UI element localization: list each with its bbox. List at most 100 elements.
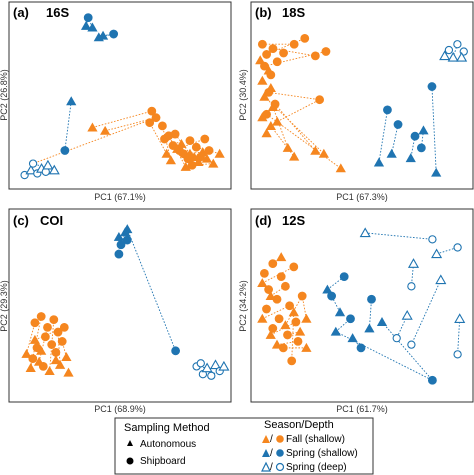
panel-b-point-7	[289, 39, 299, 49]
legend-fall-separator: /	[270, 434, 273, 445]
panel-a-title: 16S	[46, 5, 69, 20]
panel-c-point-15	[30, 318, 40, 328]
panel-b-point-2	[268, 44, 278, 53]
panel-c-point-28	[21, 348, 32, 358]
panel-a-point-27	[191, 142, 201, 152]
panel-a-point-13	[42, 159, 54, 170]
panel-d-point-21	[271, 339, 283, 349]
panel-c-point-16	[36, 312, 46, 321]
panel-d-xlabel: PC1 (61.7%)	[336, 404, 388, 414]
panel-b-link-6	[266, 113, 342, 169]
panel-a-point-31	[170, 129, 180, 139]
panel-b-point-26	[289, 151, 300, 161]
panel-c-title: COI	[40, 213, 63, 228]
panel-a-points	[20, 13, 225, 180]
panel-c-link-3	[126, 228, 177, 351]
legend-method-autonomous: Autonomous	[127, 439, 196, 450]
panel-c-point-37	[63, 367, 74, 377]
panel-d-point-31	[367, 294, 376, 304]
panel-a-link-11	[105, 117, 157, 132]
panel-b-point-21	[257, 112, 268, 122]
panel-c-point-14	[196, 359, 205, 368]
panel-c-point-32	[54, 359, 66, 369]
panel-c-point-13	[218, 360, 230, 371]
panel-c-point-0	[113, 231, 125, 241]
panel-a-xlabel: PC1 (67.1%)	[94, 192, 146, 202]
panel-c-point-3	[114, 249, 124, 259]
panel-b-point-31	[393, 120, 403, 129]
panel-b-point-36	[386, 148, 397, 158]
panel-a-point-30	[204, 146, 214, 155]
panel-b-point-19	[259, 91, 270, 101]
panel-b-link-11	[378, 109, 388, 163]
panel-a-point-6	[66, 96, 77, 106]
panel-a-ylabel: PC2 (26.8%)	[0, 69, 9, 121]
panel-a-point-18	[145, 118, 155, 127]
panel-d-point-33	[427, 375, 437, 385]
panel-a-point-33	[87, 122, 98, 132]
panel-b-point-9	[310, 51, 320, 61]
panel-a-point-46	[184, 148, 196, 158]
panel-d-points	[257, 227, 466, 385]
panel-d-point-46	[428, 235, 437, 244]
legend-spring-deep-triangle	[261, 461, 271, 472]
panel-d-point-16	[289, 262, 299, 272]
panel-d-frame	[250, 208, 474, 403]
panel-d-point-10	[283, 330, 292, 340]
panel-b-point-43	[439, 50, 451, 61]
legend-spring-deep-label: Spring (deep)	[286, 462, 347, 473]
panel-b-link-5	[274, 103, 316, 152]
panel-d-point-38	[364, 323, 375, 333]
panel-b-point-29	[318, 148, 329, 158]
legend-season-spring-shallow: / Spring (shallow)	[262, 448, 358, 459]
panel-b-point-17	[257, 75, 268, 85]
panel-c-point-10	[207, 371, 216, 380]
panel-b-point-30	[383, 105, 392, 115]
panel-c-point-9	[201, 362, 213, 373]
panel-a-point-15	[48, 164, 60, 175]
panel-a-link-10	[92, 110, 152, 128]
panel-a-link-9	[32, 117, 157, 165]
legend-triangle-marker	[127, 440, 133, 446]
panel-b-point-20	[267, 102, 279, 111]
panel-a-point-14	[28, 159, 38, 168]
panel-a-point-44	[214, 148, 225, 158]
panel-d-link-0	[262, 266, 295, 284]
panel-b-link-4	[268, 91, 320, 101]
panel-d-point-24	[294, 326, 306, 336]
panel-c-point-33	[61, 352, 72, 362]
panel-d-point-40	[359, 227, 371, 238]
panel-b-point-16	[263, 65, 274, 75]
panel-d-point-17	[257, 278, 268, 288]
legend-method-shipboard: Shipboard	[126, 456, 186, 467]
panel-b-point-18	[265, 83, 276, 92]
panel-a-point-7	[60, 146, 70, 155]
panel-c-point-31	[44, 366, 55, 376]
panel-a-16s: (a) 16S PC1 (67.1%) PC2 (26.8%)	[0, 1, 232, 202]
panel-a-point-0	[80, 20, 92, 30]
panel-b-point-38	[418, 125, 429, 135]
panel-d-point-44	[454, 313, 466, 323]
panel-d-point-35	[334, 307, 346, 317]
panel-d-point-34	[322, 284, 333, 294]
panel-b-point-0	[257, 39, 267, 49]
panel-d-link-16	[381, 321, 433, 381]
panel-a-point-41	[197, 147, 208, 157]
panel-c-point-34	[36, 345, 47, 355]
legend-season-title: Season/Depth	[264, 419, 334, 431]
panel-b-point-10	[321, 47, 331, 56]
panel-a-point-43	[208, 158, 219, 168]
panel-b-link-2	[272, 48, 316, 57]
panel-d-point-43	[401, 310, 413, 320]
legend-spring-deep-separator: /	[270, 462, 273, 473]
panel-b-ylabel: PC2 (30.4%)	[238, 69, 248, 121]
panel-d-point-37	[347, 333, 358, 343]
panel-b-label: (b)	[255, 5, 272, 20]
legend-fall-circle	[276, 435, 284, 443]
panel-a-point-1	[87, 22, 98, 32]
panel-d-12s: (d) 12S PC1 (61.7%) PC2 (34.2%)	[238, 208, 474, 414]
panel-b-point-24	[272, 116, 283, 126]
panel-d-point-5	[280, 281, 290, 291]
panel-a-point-32	[185, 136, 195, 146]
panel-a-point-5	[109, 29, 119, 39]
